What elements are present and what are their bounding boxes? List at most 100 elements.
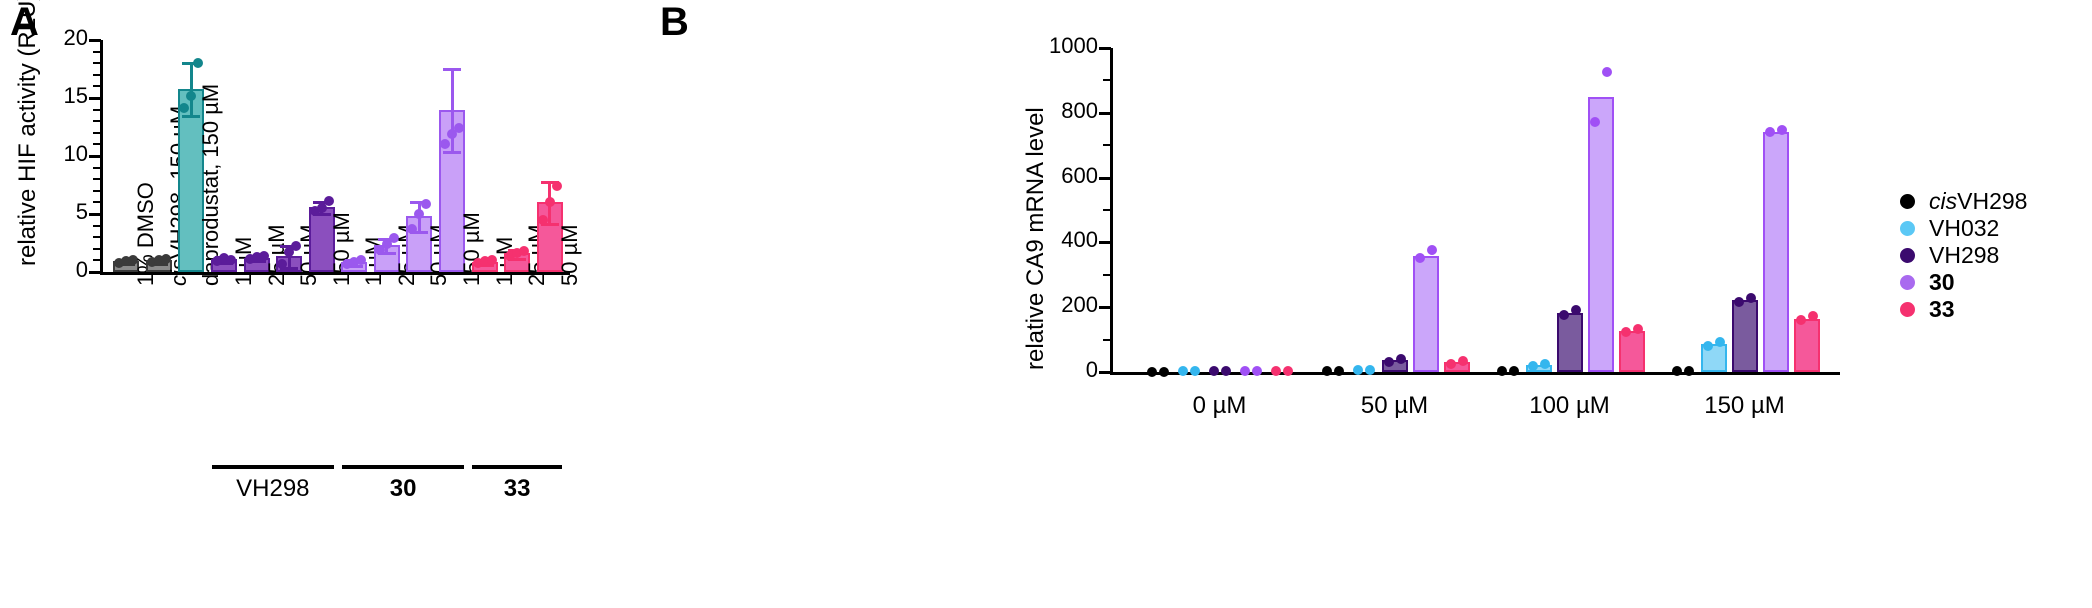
bar — [308, 207, 335, 272]
legend-label: VH032 — [1929, 215, 2000, 241]
data-point — [1620, 326, 1631, 337]
data-point — [479, 255, 490, 266]
data-point — [537, 214, 548, 225]
legend-swatch-vh032 — [1900, 221, 1915, 236]
data-point — [128, 254, 139, 265]
data-point — [316, 203, 327, 214]
data-point — [1807, 311, 1818, 322]
data-point — [114, 257, 125, 268]
legend-label: 30 — [1929, 269, 1955, 295]
data-point — [505, 250, 516, 261]
y-tick-minor — [93, 178, 101, 181]
data-point — [1570, 305, 1581, 316]
legend-item: 33 — [1900, 296, 2027, 323]
legend-swatch-vh298 — [1900, 248, 1915, 263]
bar — [1793, 318, 1820, 372]
legend-swatch-30 — [1900, 275, 1915, 290]
legend-swatch-vh298 — [1900, 194, 1915, 209]
y-tick-minor — [93, 131, 101, 134]
data-point — [277, 258, 288, 269]
y-tick-major — [1099, 176, 1111, 180]
y-tick-minor — [93, 108, 101, 111]
y-tick-label: 200 — [1061, 292, 1098, 318]
data-point — [1414, 252, 1425, 263]
y-tick-minor — [1103, 144, 1111, 147]
error-bar-cap-top — [312, 201, 331, 205]
data-point — [1383, 356, 1394, 367]
y-tick-label: 400 — [1061, 227, 1098, 253]
error-bar-line — [189, 62, 193, 116]
data-point — [244, 253, 255, 264]
y-tick-major — [1099, 306, 1111, 310]
y-tick-minor — [93, 73, 101, 76]
y-tick-major — [89, 213, 101, 216]
error-bar-cap-top — [540, 180, 559, 184]
data-point — [146, 257, 157, 268]
y-tick-label: 0 — [75, 257, 88, 282]
data-point — [1395, 353, 1406, 364]
data-point — [440, 139, 450, 150]
y-tick-major — [1099, 111, 1111, 115]
data-point — [342, 258, 353, 269]
y-tick-minor — [93, 259, 101, 262]
data-point — [381, 239, 392, 250]
bar — [1618, 330, 1645, 372]
legend-label: VH298 — [1929, 242, 2000, 268]
data-point — [1714, 337, 1725, 348]
data-point — [1558, 309, 1569, 320]
group-label: 33 — [503, 475, 531, 502]
data-point — [388, 233, 399, 244]
legend-label: cisVH298 — [1929, 188, 2028, 214]
y-tick-label: 0 — [1085, 357, 1098, 382]
y-tick-label: 600 — [1061, 162, 1098, 188]
data-point — [349, 256, 360, 267]
bar — [1412, 256, 1439, 372]
y-tick-minor — [93, 236, 101, 239]
data-point — [472, 257, 483, 268]
data-point — [1632, 324, 1643, 335]
data-point — [1776, 124, 1787, 135]
data-point — [407, 224, 418, 235]
y-tick-major — [89, 155, 101, 158]
group-bracket — [472, 465, 562, 469]
data-point — [1539, 358, 1550, 369]
data-point — [1251, 366, 1262, 377]
data-point — [291, 241, 302, 252]
bar — [1587, 97, 1614, 372]
y-tick-minor — [93, 201, 101, 204]
data-point — [153, 255, 164, 266]
data-point — [1208, 366, 1219, 377]
data-point — [1352, 365, 1363, 376]
x-category-label: 150 µM — [1704, 392, 1785, 419]
data-point — [309, 205, 320, 216]
data-point — [1795, 315, 1806, 326]
panel-b-letter: B — [660, 0, 689, 44]
data-point — [186, 90, 197, 101]
data-point — [1527, 361, 1538, 372]
y-tick-minor — [1103, 79, 1111, 82]
data-point — [414, 209, 425, 219]
data-point — [323, 196, 334, 207]
data-point — [1282, 366, 1293, 377]
error-bar-cap-top — [280, 244, 299, 248]
data-point — [1146, 366, 1157, 377]
data-point — [447, 128, 457, 139]
bar — [1443, 362, 1470, 372]
data-point — [486, 254, 497, 265]
data-point — [1270, 366, 1281, 377]
data-point — [1364, 365, 1375, 376]
y-tick-major — [89, 97, 101, 100]
data-point — [1496, 366, 1507, 377]
group-bracket — [211, 465, 334, 469]
data-point — [1158, 366, 1169, 377]
legend: cisVH298 VH032 VH298 30 33 — [1900, 188, 2027, 323]
error-bar-cap-bottom — [312, 212, 331, 216]
data-point — [160, 254, 171, 264]
y-axis-title: relative CA9 mRNA level — [1022, 107, 1049, 370]
x-category-label: 100 µM — [1529, 392, 1610, 419]
data-point — [1321, 366, 1332, 377]
data-point — [179, 103, 190, 114]
group-label: VH298 — [236, 475, 310, 502]
data-point — [1601, 67, 1612, 78]
